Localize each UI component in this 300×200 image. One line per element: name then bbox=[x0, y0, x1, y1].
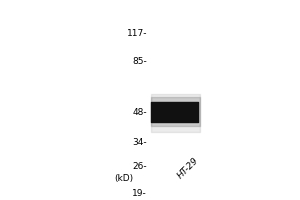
Text: 85-: 85- bbox=[132, 57, 147, 66]
Text: (kD): (kD) bbox=[114, 174, 133, 183]
Text: 117-: 117- bbox=[127, 29, 147, 38]
Text: 34-: 34- bbox=[132, 138, 147, 147]
Text: 48-: 48- bbox=[132, 108, 147, 117]
Text: 19-: 19- bbox=[132, 190, 147, 198]
Text: HT-29: HT-29 bbox=[176, 155, 200, 180]
Text: 26-: 26- bbox=[132, 162, 147, 171]
